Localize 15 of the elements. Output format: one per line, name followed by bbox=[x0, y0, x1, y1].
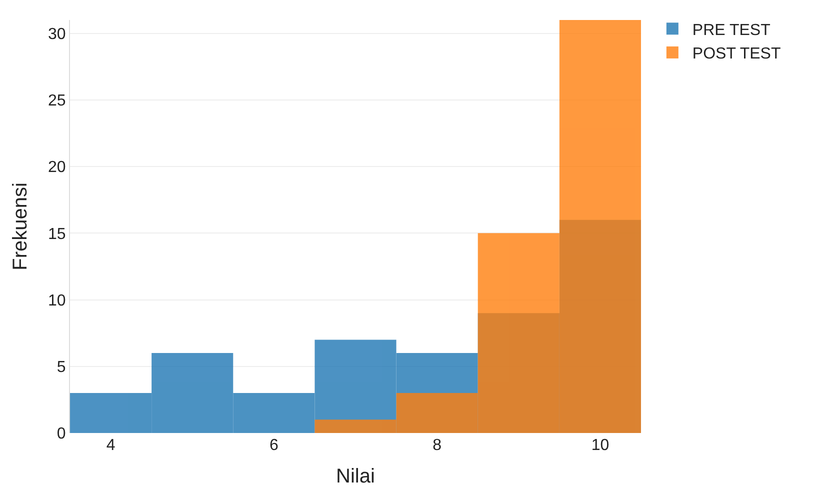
y-tick-label: 5 bbox=[56, 358, 66, 376]
y-tick-label: 10 bbox=[48, 292, 66, 310]
x-tick-label: 8 bbox=[432, 437, 442, 454]
x-tick-label: 4 bbox=[106, 437, 116, 454]
x-tick-label: 6 bbox=[269, 437, 278, 454]
legend-label: PRE TEST bbox=[692, 22, 771, 39]
y-tick-label: 20 bbox=[48, 159, 66, 176]
y-tick-label: 25 bbox=[48, 92, 66, 110]
x-tick-label: 10 bbox=[591, 437, 610, 454]
y-tick-label: 15 bbox=[48, 226, 66, 243]
y-tick-label: 30 bbox=[48, 26, 66, 43]
y-axis-title: Frekuensi bbox=[10, 182, 32, 270]
y-tick-label: 0 bbox=[56, 426, 66, 443]
x-axis-title: Nilai bbox=[336, 466, 375, 488]
legend-label: POST TEST bbox=[692, 46, 781, 63]
